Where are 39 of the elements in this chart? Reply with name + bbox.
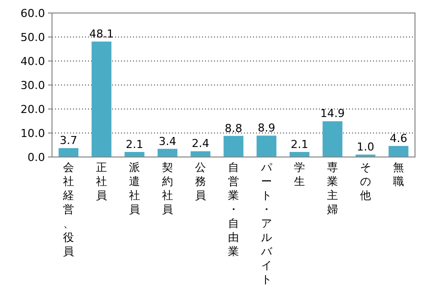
bar <box>58 148 78 157</box>
bar <box>256 136 276 157</box>
bar <box>124 152 144 157</box>
x-tick-label: 専業主婦 <box>327 161 338 216</box>
x-tick-label: 学生 <box>294 161 305 188</box>
data-label: 4.6 <box>390 132 408 145</box>
data-label: 48.1 <box>89 28 114 41</box>
bar <box>290 152 310 157</box>
category-label: パート・アルバイト <box>261 161 272 286</box>
bar <box>224 136 244 157</box>
data-label: 8.8 <box>224 122 242 135</box>
data-label: 3.7 <box>60 134 78 148</box>
x-tick-label: その他 <box>360 161 371 202</box>
bar <box>190 151 210 157</box>
data-label: 2.4 <box>192 137 210 150</box>
bar <box>388 146 408 157</box>
data-label: 2.1 <box>290 138 308 151</box>
x-tick-label: 契約社員 <box>162 161 173 216</box>
data-label: 8.9 <box>258 122 276 135</box>
x-tick-label: 会社経営、役員 <box>62 161 74 258</box>
bar <box>92 42 112 157</box>
x-tick-label: 正社員 <box>96 161 107 202</box>
x-tick-label: 公務員 <box>195 161 206 202</box>
y-tick-label: 10.0 <box>20 127 45 140</box>
bar <box>322 121 342 157</box>
y-tick-label: 40.0 <box>20 55 45 68</box>
data-label: 1.0 <box>356 140 374 154</box>
x-tick-label: 自営業・自由業 <box>228 161 239 258</box>
y-tick-label: 0.0 <box>28 151 45 164</box>
x-tick-label: 派遣社員 <box>129 161 140 216</box>
y-tick-label: 50.0 <box>20 31 45 44</box>
y-tick-label: 30.0 <box>20 79 45 92</box>
y-tick-label: 60.0 <box>20 7 45 20</box>
data-label: 3.4 <box>158 134 176 148</box>
data-label: 14.9 <box>320 107 345 120</box>
data-label: 2.1 <box>126 138 144 151</box>
bar <box>158 148 178 157</box>
x-tick-label: 無職 <box>393 161 404 188</box>
y-tick-label: 20.0 <box>20 103 45 116</box>
